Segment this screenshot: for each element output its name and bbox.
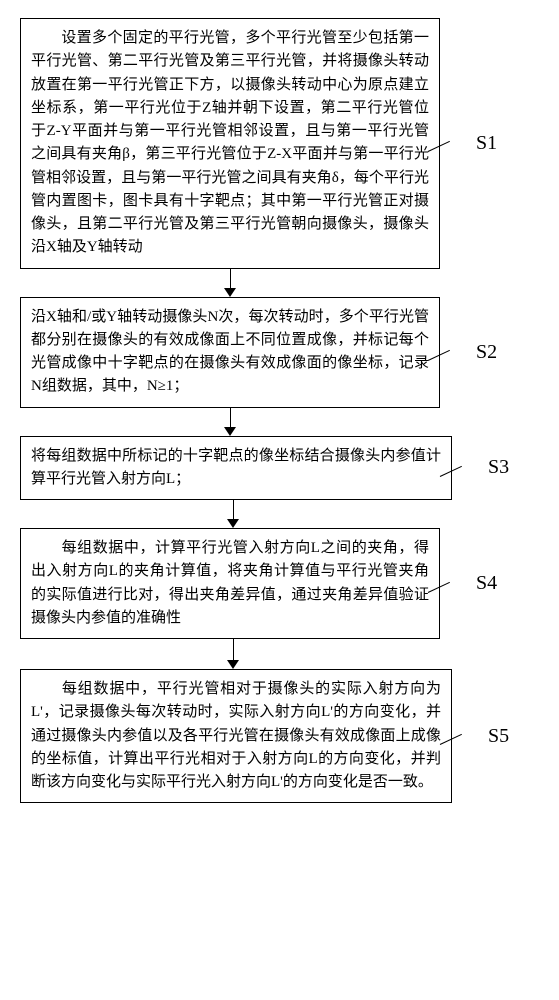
step-box-s3: 将每组数据中所标记的十字靶点的像坐标结合摄像头内参值计算平行光管入射方向L； (20, 436, 452, 501)
step-row-s2: 沿X轴和/或Y轴转动摄像头N次，每次转动时，多个平行光管都分别在摄像头的有效成像… (20, 297, 559, 408)
step-row-s3: 将每组数据中所标记的十字靶点的像坐标结合摄像头内参值计算平行光管入射方向L； S… (20, 436, 559, 501)
label-connector-s2: S2 (440, 341, 497, 364)
arrow-s4-s5 (20, 639, 446, 669)
step-label-s4: S4 (476, 572, 497, 595)
step-box-s2: 沿X轴和/或Y轴转动摄像头N次，每次转动时，多个平行光管都分别在摄像头的有效成像… (20, 297, 440, 408)
step-box-s4: 每组数据中，计算平行光管入射方向L之间的夹角，得出入射方向L的夹角计算值，将夹角… (20, 528, 440, 639)
step-label-s3: S3 (488, 456, 509, 479)
step-box-s5: 每组数据中，平行光管相对于摄像头的实际入射方向为L'，记录摄像头每次转动时，实际… (20, 669, 452, 803)
flowchart: 设置多个固定的平行光管，多个平行光管至少包括第一平行光管、第二平行光管及第三平行… (0, 0, 559, 1000)
step-label-s5: S5 (488, 725, 509, 748)
arrow-s1-s2 (20, 269, 440, 297)
step-text-s5: 每组数据中，平行光管相对于摄像头的实际入射方向为L'，记录摄像头每次转动时，实际… (31, 681, 441, 790)
label-connector-s1: S1 (440, 132, 497, 155)
step-text-s1: 设置多个固定的平行光管，多个平行光管至少包括第一平行光管、第二平行光管及第三平行… (31, 30, 429, 255)
step-row-s5: 每组数据中，平行光管相对于摄像头的实际入射方向为L'，记录摄像头每次转动时，实际… (20, 669, 559, 803)
step-row-s1: 设置多个固定的平行光管，多个平行光管至少包括第一平行光管、第二平行光管及第三平行… (20, 18, 559, 269)
label-connector-s5: S5 (452, 725, 509, 748)
arrow-s3-s4 (20, 500, 446, 528)
step-row-s4: 每组数据中，计算平行光管入射方向L之间的夹角，得出入射方向L的夹角计算值，将夹角… (20, 528, 559, 639)
step-label-s1: S1 (476, 132, 497, 155)
arrow-s2-s3 (20, 408, 440, 436)
step-text-s3: 将每组数据中所标记的十字靶点的像坐标结合摄像头内参值计算平行光管入射方向L； (31, 448, 441, 487)
step-box-s1: 设置多个固定的平行光管，多个平行光管至少包括第一平行光管、第二平行光管及第三平行… (20, 18, 440, 269)
step-label-s2: S2 (476, 341, 497, 364)
label-connector-s3: S3 (452, 456, 509, 479)
step-text-s2: 沿X轴和/或Y轴转动摄像头N次，每次转动时，多个平行光管都分别在摄像头的有效成像… (31, 309, 429, 395)
label-connector-s4: S4 (440, 572, 497, 595)
step-text-s4: 每组数据中，计算平行光管入射方向L之间的夹角，得出入射方向L的夹角计算值，将夹角… (31, 540, 429, 626)
